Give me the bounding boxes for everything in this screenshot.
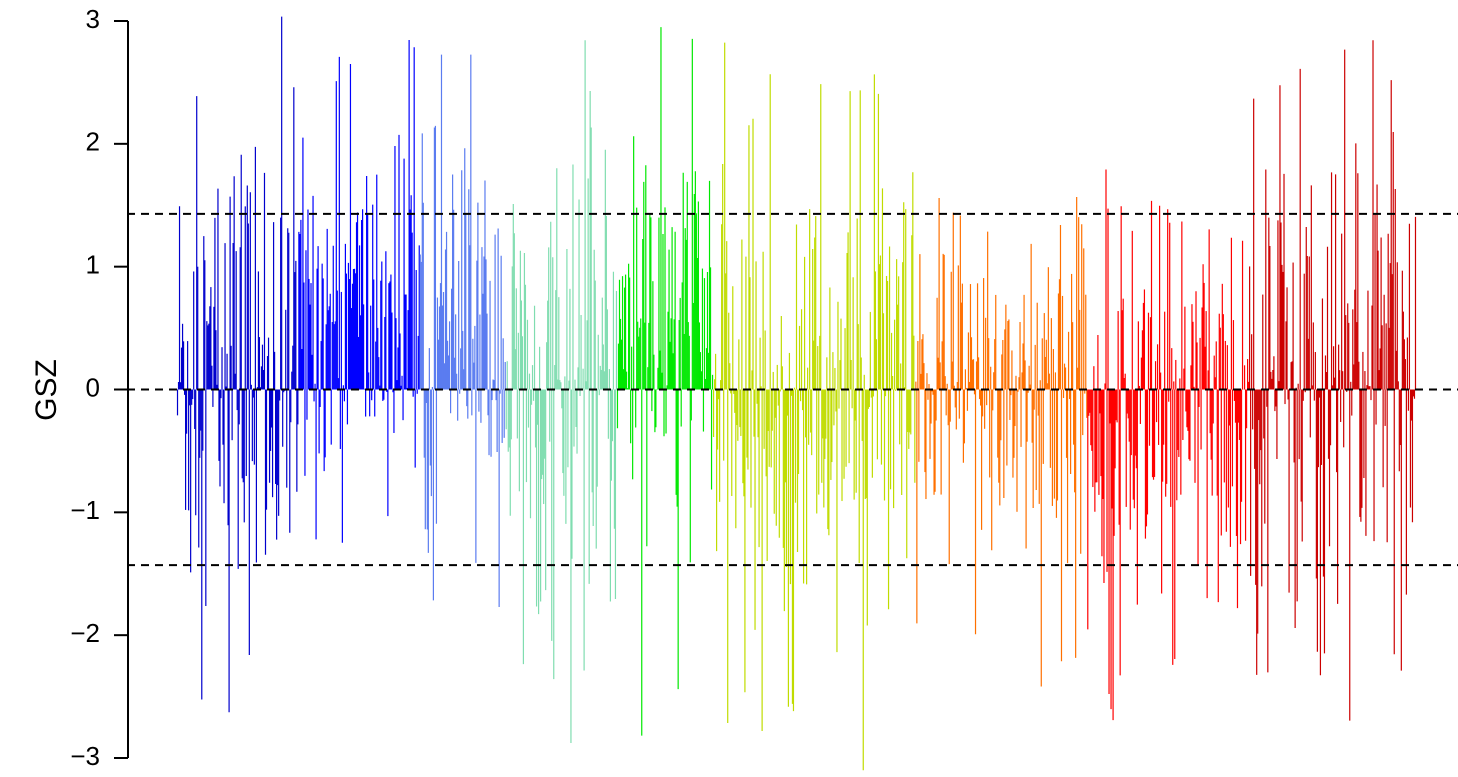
bar-series-7 <box>915 197 1088 687</box>
bar-series-3 <box>419 54 506 608</box>
bar-series-8 <box>1087 169 1250 721</box>
y-tick-label: 2 <box>86 127 100 157</box>
y-tick-label: 0 <box>86 372 100 402</box>
bar-series-5 <box>616 27 714 736</box>
y-tick-label: 3 <box>86 4 100 34</box>
y-tick-label: −2 <box>70 618 100 648</box>
y-tick-label: −3 <box>70 741 100 771</box>
reference-lines <box>127 212 1458 567</box>
y-axis-title: GSZ <box>30 359 63 421</box>
bar-series-6 <box>712 42 916 771</box>
y-tick-label: 1 <box>86 250 100 280</box>
bar-series-1 <box>176 16 299 713</box>
bar-series-4 <box>505 40 618 744</box>
bar-series-9 <box>1249 40 1417 721</box>
y-tick-label: −1 <box>70 495 100 525</box>
y-axis: 3 2 1 0 −1 −2 −3 <box>70 4 129 771</box>
bar-series-group <box>176 16 1417 771</box>
bar-series-2 <box>298 40 420 543</box>
